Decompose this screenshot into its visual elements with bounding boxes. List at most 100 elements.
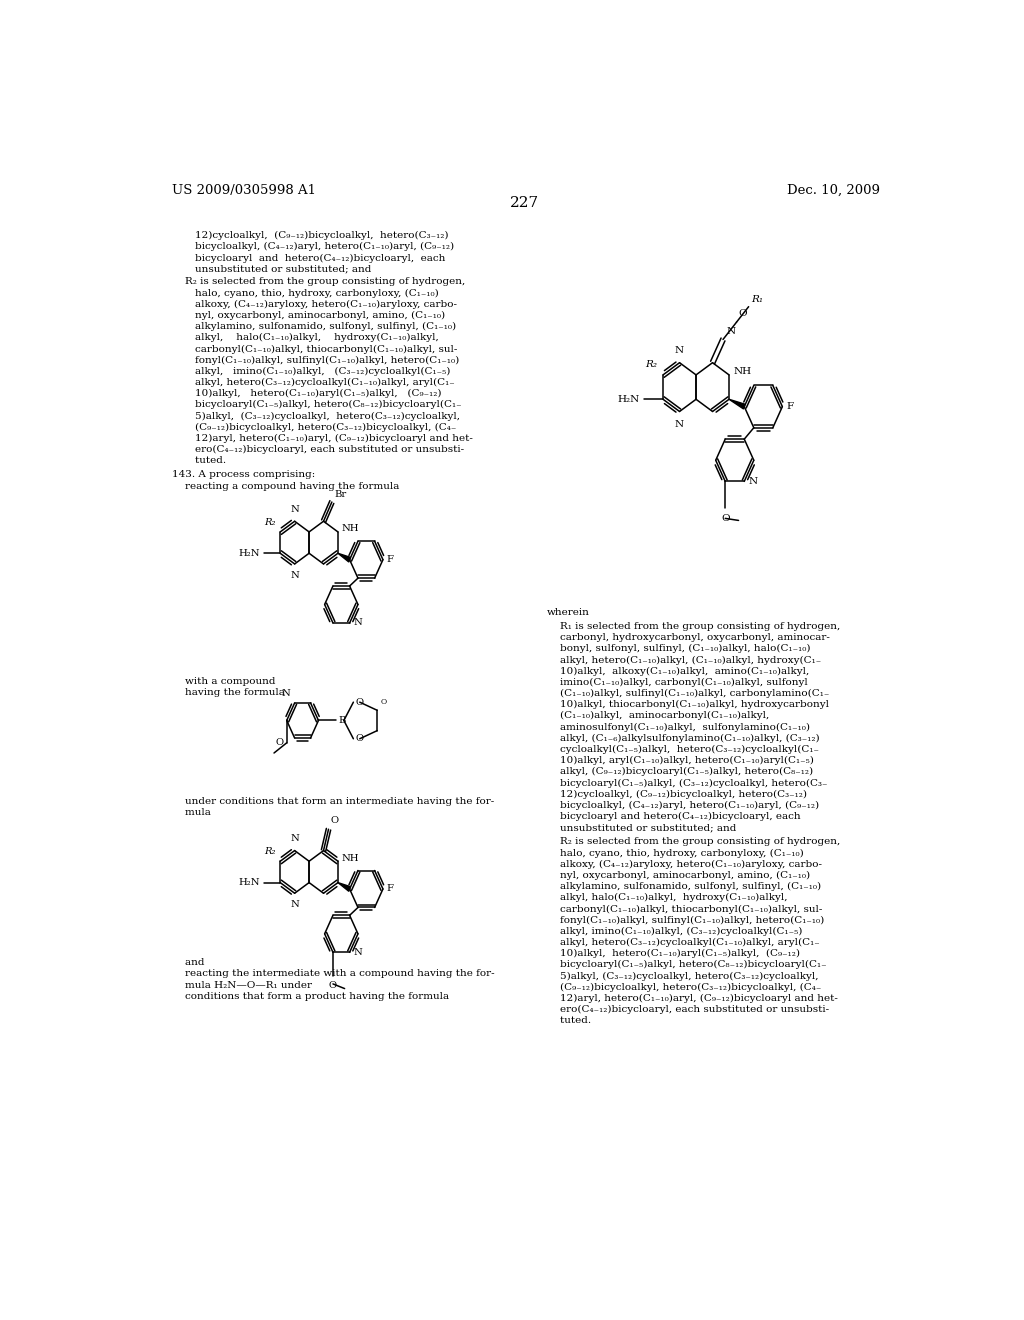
Text: unsubstituted or substituted; and: unsubstituted or substituted; and — [182, 264, 372, 273]
Text: alkyl, (C₉₋₁₂)bicycloaryl(C₁₋₅)alkyl, hetero(C₈₋₁₂): alkyl, (C₉₋₁₂)bicycloaryl(C₁₋₅)alkyl, he… — [547, 767, 813, 776]
Text: 12)aryl, hetero(C₁₋₁₀)aryl, (C₉₋₁₂)bicycloaryl and het-: 12)aryl, hetero(C₁₋₁₀)aryl, (C₉₋₁₂)bicyc… — [547, 994, 838, 1003]
Text: reacting a compound having the formula: reacting a compound having the formula — [172, 482, 399, 491]
Text: wherein: wherein — [547, 607, 590, 616]
Text: conditions that form a product having the formula: conditions that form a product having th… — [172, 991, 449, 1001]
Text: N: N — [749, 477, 758, 486]
Polygon shape — [338, 883, 350, 891]
Text: O: O — [355, 698, 364, 706]
Text: H₂N: H₂N — [617, 395, 640, 404]
Text: bicycloaryl(C₁₋₅)alkyl, hetero(C₈₋₁₂)bicycloaryl(C₁₋: bicycloaryl(C₁₋₅)alkyl, hetero(C₈₋₁₂)bic… — [182, 400, 462, 409]
Text: (C₁₋₁₀)alkyl,  aminocarbonyl(C₁₋₁₀)alkyl,: (C₁₋₁₀)alkyl, aminocarbonyl(C₁₋₁₀)alkyl, — [547, 711, 769, 721]
Text: carbonyl, hydroxycarbonyl, oxycarbonyl, aminocar-: carbonyl, hydroxycarbonyl, oxycarbonyl, … — [547, 634, 829, 642]
Text: carbonyl(C₁₋₁₀)alkyl, thiocarbonyl(C₁₋₁₀)alkyl, sul-: carbonyl(C₁₋₁₀)alkyl, thiocarbonyl(C₁₋₁₀… — [182, 345, 458, 354]
Text: (C₁₋₁₀)alkyl, sulfinyl(C₁₋₁₀)alkyl, carbonylamino(C₁₋: (C₁₋₁₀)alkyl, sulfinyl(C₁₋₁₀)alkyl, carb… — [547, 689, 829, 698]
Text: bicycloalkyl, (C₄₋₁₂)aryl, hetero(C₁₋₁₀)aryl, (C₉₋₁₂): bicycloalkyl, (C₄₋₁₂)aryl, hetero(C₁₋₁₀)… — [547, 801, 819, 810]
Text: alkoxy, (C₄₋₁₂)aryloxy, hetero(C₁₋₁₀)aryloxy, carbo-: alkoxy, (C₄₋₁₂)aryloxy, hetero(C₁₋₁₀)ary… — [182, 300, 457, 309]
Text: H₂N: H₂N — [239, 878, 260, 887]
Text: R₁ is selected from the group consisting of hydrogen,: R₁ is selected from the group consisting… — [547, 622, 841, 631]
Text: R₂ is selected from the group consisting of hydrogen,: R₂ is selected from the group consisting… — [547, 837, 841, 846]
Text: O: O — [331, 816, 339, 825]
Text: R₂: R₂ — [264, 517, 275, 527]
Text: tuted.: tuted. — [547, 1016, 591, 1026]
Text: 10)alkyl,   hetero(C₁₋₁₀)aryl(C₁₋₅)alkyl,   (C₉₋₁₂): 10)alkyl, hetero(C₁₋₁₀)aryl(C₁₋₅)alkyl, … — [182, 389, 441, 399]
Text: ero(C₄₋₁₂)bicycloaryl, each substituted or unsubsti-: ero(C₄₋₁₂)bicycloaryl, each substituted … — [547, 1005, 829, 1014]
Text: (C₉₋₁₂)bicycloalkyl, hetero(C₃₋₁₂)bicycloalkyl, (C₄₋: (C₉₋₁₂)bicycloalkyl, hetero(C₃₋₁₂)bicycl… — [182, 422, 457, 432]
Text: R₁: R₁ — [751, 294, 763, 304]
Text: N: N — [675, 420, 684, 429]
Text: unsubstituted or substituted; and: unsubstituted or substituted; and — [547, 824, 736, 832]
Text: bicycloalkyl, (C₄₋₁₂)aryl, hetero(C₁₋₁₀)aryl, (C₉₋₁₂): bicycloalkyl, (C₄₋₁₂)aryl, hetero(C₁₋₁₀)… — [182, 243, 454, 251]
Polygon shape — [338, 553, 350, 562]
Text: alkyl,    halo(C₁₋₁₀)alkyl,    hydroxy(C₁₋₁₀)alkyl,: alkyl, halo(C₁₋₁₀)alkyl, hydroxy(C₁₋₁₀)a… — [182, 333, 438, 342]
Text: 12)aryl, hetero(C₁₋₁₀)aryl, (C₉₋₁₂)bicycloaryl and het-: 12)aryl, hetero(C₁₋₁₀)aryl, (C₉₋₁₂)bicyc… — [182, 434, 473, 444]
Text: 227: 227 — [510, 195, 540, 210]
Text: cycloalkyl(C₁₋₅)alkyl,  hetero(C₃₋₁₂)cycloalkyl(C₁₋: cycloalkyl(C₁₋₅)alkyl, hetero(C₃₋₁₂)cycl… — [547, 744, 819, 754]
Text: under conditions that form an intermediate having the for-: under conditions that form an intermedia… — [172, 797, 494, 805]
Text: NH: NH — [734, 367, 752, 376]
Text: R₂ is selected from the group consisting of hydrogen,: R₂ is selected from the group consisting… — [172, 277, 465, 286]
Text: O: O — [329, 981, 337, 990]
Text: NH: NH — [342, 854, 359, 863]
Text: and: and — [172, 958, 204, 968]
Text: alkyl, hetero(C₃₋₁₂)cycloalkyl(C₁₋₁₀)alkyl, aryl(C₁₋: alkyl, hetero(C₃₋₁₂)cycloalkyl(C₁₋₁₀)alk… — [547, 939, 820, 948]
Text: fonyl(C₁₋₁₀)alkyl, sulfinyl(C₁₋₁₀)alkyl, hetero(C₁₋₁₀): fonyl(C₁₋₁₀)alkyl, sulfinyl(C₁₋₁₀)alkyl,… — [182, 355, 459, 364]
Text: 10)alkyl,  alkoxy(C₁₋₁₀)alkyl,  amino(C₁₋₁₀)alkyl,: 10)alkyl, alkoxy(C₁₋₁₀)alkyl, amino(C₁₋₁… — [547, 667, 809, 676]
Text: aminosulfonyl(C₁₋₁₀)alkyl,  sulfonylamino(C₁₋₁₀): aminosulfonyl(C₁₋₁₀)alkyl, sulfonylamino… — [547, 722, 810, 731]
Text: 10)alkyl, aryl(C₁₋₁₀)alkyl, hetero(C₁₋₁₀)aryl(C₁₋₅): 10)alkyl, aryl(C₁₋₁₀)alkyl, hetero(C₁₋₁₀… — [547, 756, 814, 766]
Text: mula H₂N—O—R₁ under: mula H₂N—O—R₁ under — [172, 981, 311, 990]
Text: 5)alkyl, (C₃₋₁₂)cycloalkyl, hetero(C₃₋₁₂)cycloalkyl,: 5)alkyl, (C₃₋₁₂)cycloalkyl, hetero(C₃₋₁₂… — [547, 972, 818, 981]
Text: alkyl,   imino(C₁₋₁₀)alkyl,   (C₃₋₁₂)cycloalkyl(C₁₋₅): alkyl, imino(C₁₋₁₀)alkyl, (C₃₋₁₂)cycloal… — [182, 367, 451, 376]
Text: alkyl, hetero(C₁₋₁₀)alkyl, (C₁₋₁₀)alkyl, hydroxy(C₁₋: alkyl, hetero(C₁₋₁₀)alkyl, (C₁₋₁₀)alkyl,… — [547, 656, 821, 664]
Text: alkoxy, (C₄₋₁₂)aryloxy, hetero(C₁₋₁₀)aryloxy, carbo-: alkoxy, (C₄₋₁₂)aryloxy, hetero(C₁₋₁₀)ary… — [547, 859, 822, 869]
Text: R₂: R₂ — [645, 360, 656, 368]
Text: R₂: R₂ — [264, 847, 275, 857]
Text: F: F — [387, 556, 394, 564]
Text: mula: mula — [172, 808, 211, 817]
Text: bicycloaryl(C₁₋₅)alkyl, hetero(C₈₋₁₂)bicycloaryl(C₁₋: bicycloaryl(C₁₋₅)alkyl, hetero(C₈₋₁₂)bic… — [547, 961, 826, 969]
Text: F: F — [786, 403, 794, 411]
Text: halo, cyano, thio, hydroxy, carbonyloxy, (C₁₋₁₀): halo, cyano, thio, hydroxy, carbonyloxy,… — [547, 849, 804, 858]
Text: H₂N: H₂N — [239, 549, 260, 558]
Text: F: F — [387, 884, 394, 894]
Text: carbonyl(C₁₋₁₀)alkyl, thiocarbonyl(C₁₋₁₀)alkyl, sul-: carbonyl(C₁₋₁₀)alkyl, thiocarbonyl(C₁₋₁₀… — [547, 904, 822, 913]
Text: O: O — [355, 734, 364, 743]
Text: bicycloaryl and hetero(C₄₋₁₂)bicycloaryl, each: bicycloaryl and hetero(C₄₋₁₂)bicycloaryl… — [547, 812, 801, 821]
Text: alkyl, imino(C₁₋₁₀)alkyl, (C₃₋₁₂)cycloalkyl(C₁₋₅): alkyl, imino(C₁₋₁₀)alkyl, (C₃₋₁₂)cycloal… — [547, 927, 803, 936]
Text: O: O — [738, 309, 746, 318]
Text: O: O — [275, 738, 284, 747]
Text: N: N — [282, 689, 291, 698]
Text: N: N — [290, 834, 299, 843]
Text: reacting the intermediate with a compound having the for-: reacting the intermediate with a compoun… — [172, 969, 495, 978]
Text: fonyl(C₁₋₁₀)alkyl, sulfinyl(C₁₋₁₀)alkyl, hetero(C₁₋₁₀): fonyl(C₁₋₁₀)alkyl, sulfinyl(C₁₋₁₀)alkyl,… — [547, 916, 824, 925]
Text: N: N — [675, 346, 684, 355]
Text: N: N — [353, 619, 362, 627]
Text: N: N — [353, 948, 362, 957]
Text: 143. A process comprising:: 143. A process comprising: — [172, 470, 315, 479]
Text: halo, cyano, thio, hydroxy, carbonyloxy, (C₁₋₁₀): halo, cyano, thio, hydroxy, carbonyloxy,… — [182, 289, 438, 297]
Text: nyl, oxycarbonyl, aminocarbonyl, amino, (C₁₋₁₀): nyl, oxycarbonyl, aminocarbonyl, amino, … — [182, 312, 445, 319]
Text: 10)alkyl, thiocarbonyl(C₁₋₁₀)alkyl, hydroxycarbonyl: 10)alkyl, thiocarbonyl(C₁₋₁₀)alkyl, hydr… — [547, 700, 829, 709]
Text: N: N — [290, 572, 299, 579]
Text: N: N — [290, 506, 299, 515]
Text: 5)alkyl,  (C₃₋₁₂)cycloalkyl,  hetero(C₃₋₁₂)cycloalkyl,: 5)alkyl, (C₃₋₁₂)cycloalkyl, hetero(C₃₋₁₂… — [182, 412, 460, 421]
Text: alkyl, halo(C₁₋₁₀)alkyl,  hydroxy(C₁₋₁₀)alkyl,: alkyl, halo(C₁₋₁₀)alkyl, hydroxy(C₁₋₁₀)a… — [547, 894, 787, 903]
Text: US 2009/0305998 A1: US 2009/0305998 A1 — [172, 183, 315, 197]
Text: 12)cycloalkyl, (C₉₋₁₂)bicycloalkyl, hetero(C₃₋₁₂): 12)cycloalkyl, (C₉₋₁₂)bicycloalkyl, hete… — [547, 789, 807, 799]
Text: nyl, oxycarbonyl, aminocarbonyl, amino, (C₁₋₁₀): nyl, oxycarbonyl, aminocarbonyl, amino, … — [547, 871, 810, 880]
Text: alkyl, (C₁₋₆)alkylsulfonylamino(C₁₋₁₀)alkyl, (C₃₋₁₂): alkyl, (C₁₋₆)alkylsulfonylamino(C₁₋₁₀)al… — [547, 734, 819, 743]
Text: alkylamino, sulfonamido, sulfonyl, sulfinyl, (C₁₋₁₀): alkylamino, sulfonamido, sulfonyl, sulfi… — [547, 882, 821, 891]
Text: alkyl, hetero(C₃₋₁₂)cycloalkyl(C₁₋₁₀)alkyl, aryl(C₁₋: alkyl, hetero(C₃₋₁₂)cycloalkyl(C₁₋₁₀)alk… — [182, 378, 455, 387]
Text: 12)cycloalkyl,  (C₉₋₁₂)bicycloalkyl,  hetero(C₃₋₁₂): 12)cycloalkyl, (C₉₋₁₂)bicycloalkyl, hete… — [182, 231, 449, 240]
Text: alkylamino, sulfonamido, sulfonyl, sulfinyl, (C₁₋₁₀): alkylamino, sulfonamido, sulfonyl, sulfi… — [182, 322, 456, 331]
Text: N: N — [290, 900, 299, 909]
Text: B: B — [338, 715, 346, 725]
Text: bonyl, sulfonyl, sulfinyl, (C₁₋₁₀)alkyl, halo(C₁₋₁₀): bonyl, sulfonyl, sulfinyl, (C₁₋₁₀)alkyl,… — [547, 644, 811, 653]
Text: bicycloaryl(C₁₋₅)alkyl, (C₃₋₁₂)cycloalkyl, hetero(C₃₋: bicycloaryl(C₁₋₅)alkyl, (C₃₋₁₂)cycloalky… — [547, 779, 827, 788]
Text: 10)alkyl,  hetero(C₁₋₁₀)aryl(C₁₋₅)alkyl,  (C₉₋₁₂): 10)alkyl, hetero(C₁₋₁₀)aryl(C₁₋₅)alkyl, … — [547, 949, 800, 958]
Text: O: O — [721, 515, 729, 523]
Text: with a compound: with a compound — [172, 677, 275, 686]
Text: imino(C₁₋₁₀)alkyl, carbonyl(C₁₋₁₀)alkyl, sulfonyl: imino(C₁₋₁₀)alkyl, carbonyl(C₁₋₁₀)alkyl,… — [547, 677, 808, 686]
Text: N: N — [726, 327, 735, 337]
Text: (C₉₋₁₂)bicycloalkyl, hetero(C₃₋₁₂)bicycloalkyl, (C₄₋: (C₉₋₁₂)bicycloalkyl, hetero(C₃₋₁₂)bicycl… — [547, 982, 821, 991]
Text: ero(C₄₋₁₂)bicycloaryl, each substituted or unsubsti-: ero(C₄₋₁₂)bicycloaryl, each substituted … — [182, 445, 464, 454]
